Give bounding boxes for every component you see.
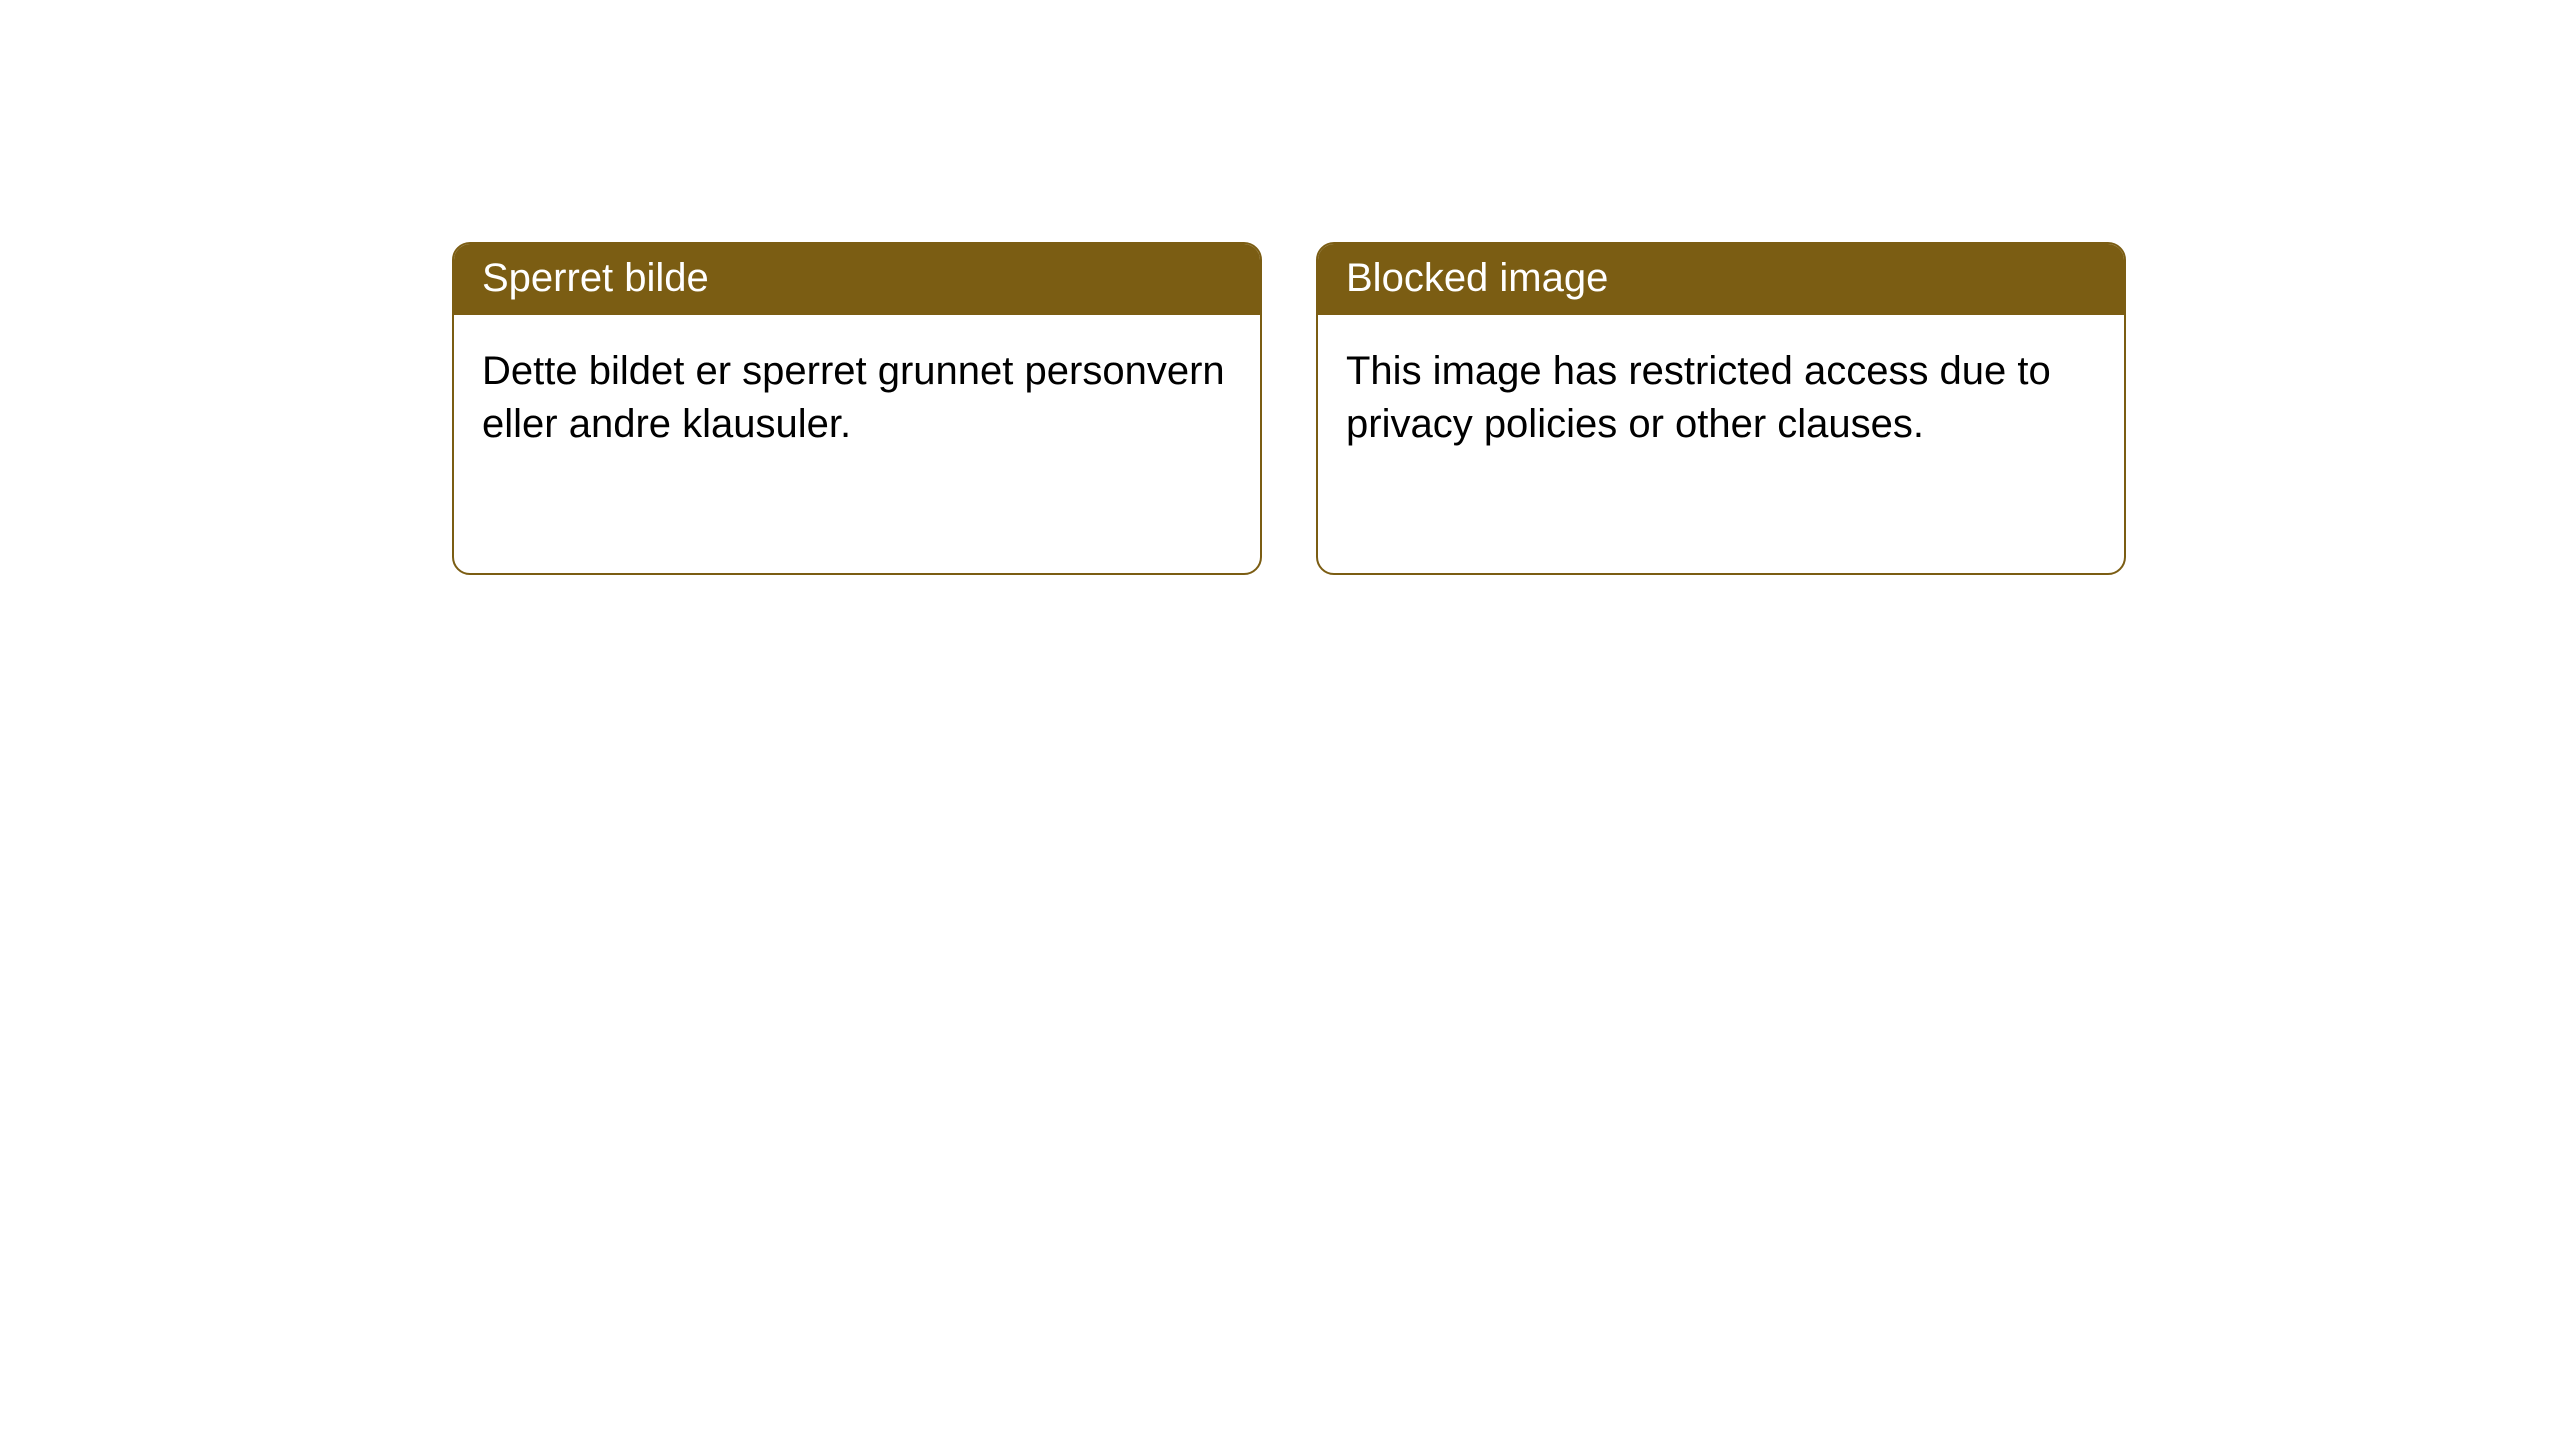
message-title-english: Blocked image [1346, 256, 1608, 300]
message-text-norwegian: Dette bildet er sperret grunnet personve… [482, 349, 1225, 446]
message-title-norwegian: Sperret bilde [482, 256, 709, 300]
message-header-norwegian: Sperret bilde [454, 244, 1260, 315]
blocked-message-box-norwegian: Sperret bilde Dette bildet er sperret gr… [452, 242, 1262, 575]
message-header-english: Blocked image [1318, 244, 2124, 315]
message-container: Sperret bilde Dette bildet er sperret gr… [0, 0, 2560, 575]
message-body-english: This image has restricted access due to … [1318, 315, 2124, 481]
message-body-norwegian: Dette bildet er sperret grunnet personve… [454, 315, 1260, 481]
blocked-message-box-english: Blocked image This image has restricted … [1316, 242, 2126, 575]
message-text-english: This image has restricted access due to … [1346, 349, 2051, 446]
